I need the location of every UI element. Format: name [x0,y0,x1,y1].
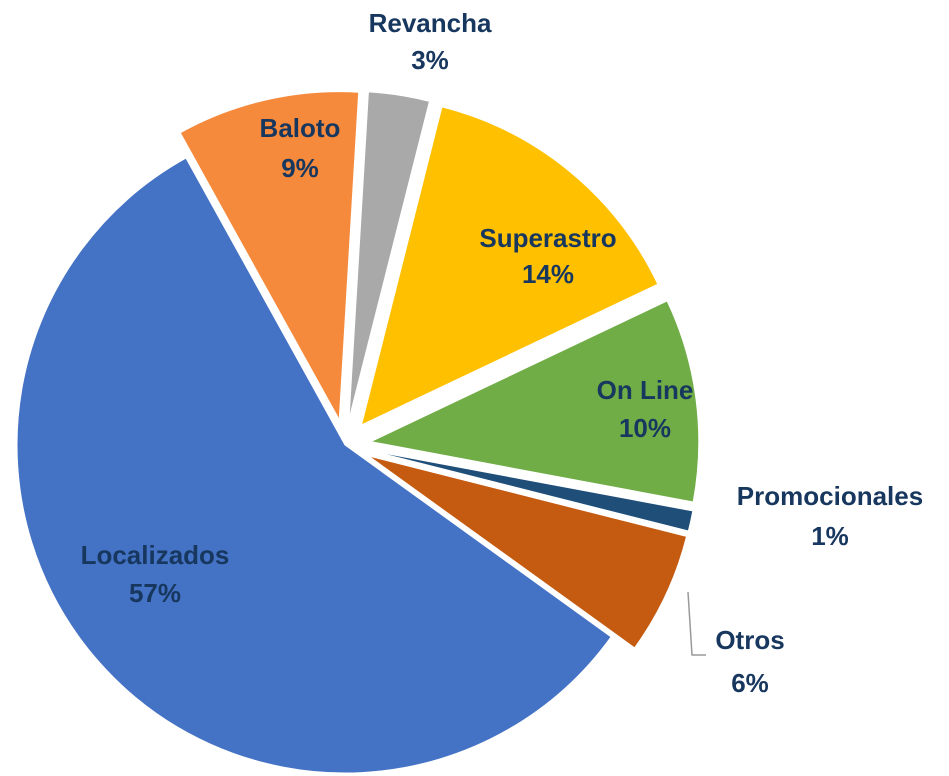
pie-slice [16,157,612,774]
slice-label: Localizados [81,540,230,570]
slice-value: 10% [619,413,671,443]
slice-label: Baloto [260,113,341,143]
slice-value: 1% [811,521,849,551]
slice-label: Promocionales [737,481,923,511]
slice-label: On Line [597,375,694,405]
pie-slice [179,91,360,422]
slice-label: Superastro [479,223,616,253]
slice-value: 57% [129,578,181,608]
slice-value: 3% [411,45,449,75]
slice-value: 6% [731,668,769,698]
slice-value: 14% [522,259,574,289]
pie-slice [370,450,694,532]
pie-slice [348,91,431,420]
leader-line [687,591,706,656]
pie-slice [368,455,688,649]
pie-slice [360,106,659,426]
slice-label: Otros [715,625,784,655]
slice-value: 9% [281,153,319,183]
pie-slice [369,300,700,503]
slice-label: Revancha [369,8,492,38]
